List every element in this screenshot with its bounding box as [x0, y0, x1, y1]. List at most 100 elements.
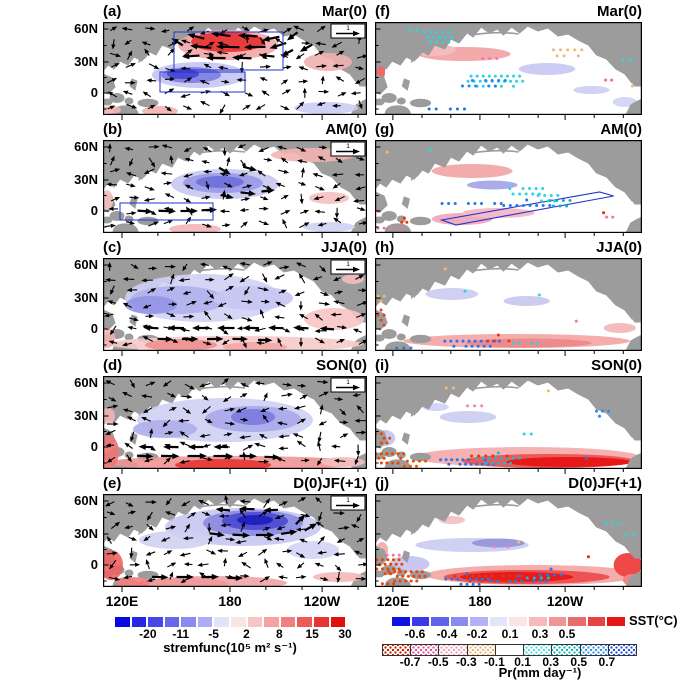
wind-arrow	[162, 380, 172, 387]
panel-frame	[375, 140, 642, 234]
wind-arrow	[299, 538, 308, 543]
wind-arrow	[296, 552, 306, 558]
colorbar-segment	[280, 617, 296, 627]
precip-dot-cluster	[423, 30, 454, 44]
wind-arrow	[138, 443, 154, 450]
colorbar-segment	[148, 617, 163, 627]
anomaly-blob	[231, 409, 275, 425]
panel-letter-f: (f)	[375, 3, 390, 20]
wind-arrow	[178, 277, 190, 283]
wind-arrow	[192, 325, 210, 331]
wind-arrow	[239, 275, 250, 283]
wind-arrow	[124, 525, 133, 530]
wind-arrow	[299, 43, 313, 52]
wind-arrow	[129, 317, 139, 322]
colorbar-tick-label: -20	[139, 627, 157, 641]
colorbar-segment	[587, 617, 606, 626]
wind-arrow	[130, 431, 135, 442]
wind-arrow	[240, 190, 256, 197]
wind-arrow	[124, 442, 133, 449]
panel-map: 1	[103, 22, 367, 120]
precip-colorbar	[382, 644, 637, 656]
wind-arrow	[183, 147, 192, 152]
wind-arrow	[105, 380, 115, 386]
wind-arrow	[130, 263, 139, 269]
wind-arrow	[186, 26, 195, 32]
wind-arrow	[201, 511, 211, 516]
precip-dot-cluster	[376, 308, 386, 327]
wind-arrow	[336, 538, 346, 543]
wind-arrow	[203, 310, 212, 320]
wind-arrow	[258, 220, 270, 226]
anomaly-blob	[321, 457, 365, 467]
wind-arrow	[278, 434, 290, 439]
wind-arrow	[129, 562, 141, 567]
wind-arrow	[293, 25, 304, 31]
season-label: SON(0)	[591, 357, 642, 374]
wind-arrow	[107, 105, 116, 110]
wind-arrow	[232, 336, 248, 343]
wind-arrow	[206, 335, 224, 342]
wind-arrow	[183, 314, 195, 319]
y-tick-label: 0	[90, 439, 98, 454]
wind-arrow	[145, 381, 156, 387]
wind-arrow	[106, 421, 119, 427]
wind-arrow	[148, 221, 160, 227]
colorbar-dotted-segment	[552, 645, 581, 655]
wind-arrow	[104, 501, 115, 507]
wind-arrow	[199, 262, 210, 267]
wind-arrow	[333, 276, 341, 282]
precip-dot-cluster	[630, 84, 634, 88]
wind-arrow	[202, 147, 212, 153]
wind-arrow	[205, 277, 215, 282]
wind-arrow	[129, 158, 134, 167]
vector-reference-value: 1	[346, 261, 350, 268]
wind-arrow	[258, 548, 268, 556]
wind-arrow	[224, 421, 236, 426]
wind-arrow	[211, 31, 231, 38]
sst-anomaly-blob	[439, 411, 497, 423]
colorbar-segment	[431, 617, 449, 626]
wind-arrow	[282, 218, 288, 229]
wind-arrow	[221, 329, 229, 335]
precip-dot-cluster	[443, 267, 447, 271]
wind-arrow	[260, 196, 269, 201]
wind-arrow	[137, 208, 153, 215]
wind-arrow	[354, 172, 365, 177]
wind-arrow	[318, 421, 327, 426]
precip-dot-cluster	[604, 78, 614, 82]
precip-dot-cluster	[400, 216, 409, 224]
wind-arrow	[260, 308, 265, 319]
wind-arrow	[145, 314, 155, 319]
wind-arrow	[106, 77, 118, 84]
wind-arrow	[142, 335, 154, 342]
wind-arrow	[339, 433, 349, 439]
season-label: D(0)JF(+1)	[568, 475, 642, 492]
wind-arrow	[148, 157, 156, 168]
precip-dot-cluster	[605, 521, 621, 525]
wind-arrow	[183, 105, 193, 110]
wind-arrow	[129, 547, 134, 559]
wind-arrow	[257, 337, 273, 344]
panel-f	[375, 22, 642, 121]
wind-arrow	[109, 325, 117, 336]
wind-arrow	[143, 458, 153, 463]
wind-arrow	[299, 209, 310, 214]
wind-arrow	[275, 301, 286, 308]
wind-arrow	[356, 156, 365, 161]
wind-arrow	[312, 173, 323, 178]
wind-arrow	[254, 442, 266, 448]
wind-arrow	[352, 198, 365, 204]
wind-arrow	[318, 391, 330, 397]
wind-arrow	[239, 435, 251, 440]
wind-arrow	[183, 197, 192, 203]
vector-reference-value: 1	[346, 25, 350, 32]
wind-arrow	[334, 290, 344, 295]
wind-arrow	[261, 187, 275, 194]
wind-arrow	[317, 535, 325, 545]
wind-arrow	[205, 181, 210, 190]
wind-arrow	[240, 383, 249, 388]
y-tick-label: 60N	[74, 375, 98, 390]
wind-arrow	[320, 576, 329, 581]
wind-arrow	[121, 342, 133, 347]
